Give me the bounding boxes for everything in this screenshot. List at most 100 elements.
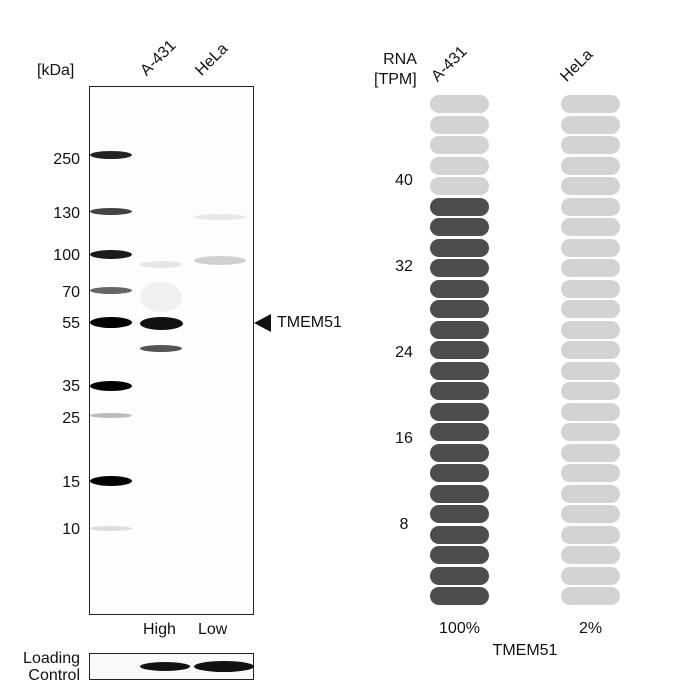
rna-segment-empty <box>561 546 620 565</box>
rna-segment-empty <box>561 197 620 216</box>
rna-segment-empty <box>561 464 620 483</box>
rna-segment-empty <box>561 423 620 442</box>
rna-segment-empty <box>430 115 489 134</box>
marker-label-55: 55 <box>62 315 80 332</box>
rna-segment-filled <box>430 382 489 401</box>
rna-scale-tick-16: 16 <box>395 430 413 447</box>
rna-segment-filled <box>430 238 489 257</box>
rna-segment-filled <box>430 423 489 442</box>
rna-segment-empty <box>561 238 620 257</box>
rna-segment-filled <box>430 218 489 237</box>
rna-segment-empty <box>561 443 620 462</box>
rna-segment-empty <box>561 587 620 606</box>
rna-segment-filled <box>430 341 489 360</box>
a431-faint-band <box>140 261 182 268</box>
rna-gene-label: TMEM51 <box>492 642 558 659</box>
ladder-band <box>90 381 132 391</box>
rna-segment-empty <box>430 156 489 175</box>
ladder-band <box>90 208 132 215</box>
rna-segment-empty <box>561 218 620 237</box>
rna-bar-a431 <box>430 95 489 608</box>
rna-segment-empty <box>561 566 620 585</box>
rna-header-line1: RNA <box>383 51 417 68</box>
ladder-band <box>90 151 132 159</box>
a431-smear <box>140 282 182 312</box>
a431-lower-band <box>140 345 182 352</box>
rna-segment-empty <box>561 402 620 421</box>
rna-segment-empty <box>561 341 620 360</box>
hela-faint-band <box>194 214 246 220</box>
rna-column-label-a431: A-431 <box>428 43 471 86</box>
rna-header-line2: [TPM] <box>374 71 417 88</box>
rna-segment-filled <box>430 320 489 339</box>
rna-segment-filled <box>430 197 489 216</box>
rna-scale-tick-32: 32 <box>395 258 413 275</box>
rna-segment-empty <box>430 95 489 113</box>
rna-segment-empty <box>561 177 620 196</box>
marker-label-100: 100 <box>53 247 80 264</box>
rna-segment-empty <box>561 361 620 380</box>
rna-segment-empty <box>561 320 620 339</box>
rna-segment-filled <box>430 525 489 544</box>
rna-scale-tick-40: 40 <box>395 172 413 189</box>
rna-segment-empty <box>561 95 620 113</box>
marker-label-130: 130 <box>53 205 80 222</box>
rna-segment-empty <box>561 279 620 298</box>
loading-control-label-line2: Control <box>28 667 80 684</box>
western-blot-image <box>89 86 254 615</box>
rna-scale-tick-24: 24 <box>395 344 413 361</box>
rna-segment-filled <box>430 443 489 462</box>
marker-label-250: 250 <box>53 151 80 168</box>
marker-label-25: 25 <box>62 410 80 427</box>
rna-segment-empty <box>430 177 489 196</box>
rna-segment-empty <box>561 525 620 544</box>
a431-tmem51-band <box>140 317 183 330</box>
rna-segment-empty <box>561 382 620 401</box>
rna-segment-filled <box>430 546 489 565</box>
hela-band <box>194 256 246 265</box>
rna-segment-filled <box>430 300 489 319</box>
rna-scale-tick-8: 8 <box>399 516 409 533</box>
ladder-band <box>90 250 132 259</box>
loading-control-band-hela <box>194 661 253 672</box>
lane-label-hela: HeLa <box>192 40 232 80</box>
rna-segment-filled <box>430 505 489 524</box>
rna-segment-empty <box>561 136 620 155</box>
ladder-band <box>90 526 132 531</box>
target-protein-label: TMEM51 <box>277 314 342 331</box>
rna-percentage-hela: 2% <box>578 620 603 637</box>
rna-segment-filled <box>430 279 489 298</box>
rna-segment-empty <box>561 156 620 175</box>
target-arrow-icon <box>254 314 271 332</box>
rna-segment-empty <box>561 484 620 503</box>
loading-control-blot <box>89 653 254 680</box>
marker-label-10: 10 <box>62 521 80 538</box>
marker-label-35: 35 <box>62 378 80 395</box>
lane-level-high: High <box>143 621 176 638</box>
kda-unit-label: [kDa] <box>37 62 75 79</box>
rna-column-label-hela: HeLa <box>557 46 597 86</box>
rna-bar-hela <box>561 95 620 608</box>
loading-control-label-line1: Loading <box>23 650 80 667</box>
lane-label-a431: A-431 <box>137 37 180 80</box>
lane-level-low: Low <box>198 621 228 638</box>
ladder-band <box>90 287 132 294</box>
rna-segment-filled <box>430 259 489 278</box>
ladder-band <box>90 476 132 486</box>
rna-percentage-a431: 100% <box>439 620 480 637</box>
rna-segment-empty <box>561 505 620 524</box>
rna-segment-empty <box>561 300 620 319</box>
ladder-band <box>90 413 132 418</box>
rna-segment-filled <box>430 587 489 606</box>
loading-control-band-a431 <box>140 662 190 671</box>
rna-segment-empty <box>430 136 489 155</box>
rna-segment-filled <box>430 402 489 421</box>
rna-segment-empty <box>561 115 620 134</box>
ladder-band <box>90 317 132 328</box>
rna-segment-filled <box>430 566 489 585</box>
rna-segment-filled <box>430 464 489 483</box>
rna-segment-empty <box>561 259 620 278</box>
marker-label-15: 15 <box>62 474 80 491</box>
rna-segment-filled <box>430 361 489 380</box>
rna-segment-filled <box>430 484 489 503</box>
